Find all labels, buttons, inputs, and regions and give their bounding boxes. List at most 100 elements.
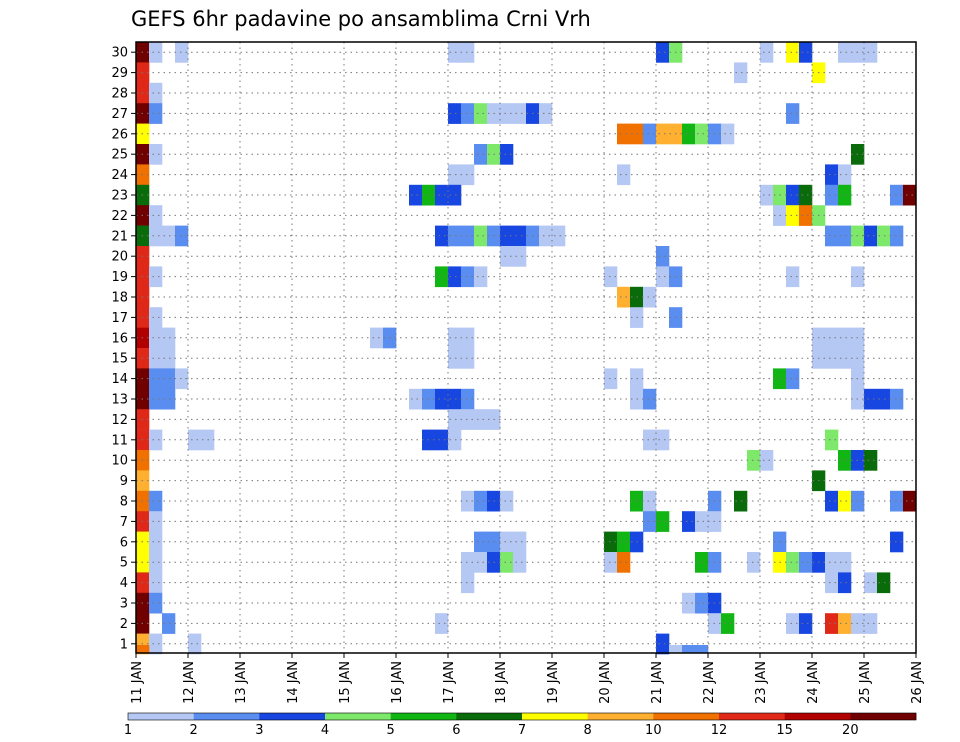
heatmap-cell-m27-t50 xyxy=(786,103,800,124)
heatmap-cell-m19-t36 xyxy=(604,266,618,288)
x-tick-label: 14 JAN xyxy=(286,661,301,704)
y-tick-label: 1 xyxy=(120,637,128,652)
heatmap-cell-m8-t59 xyxy=(903,490,917,512)
heatmap-cell-m21-t57 xyxy=(877,225,891,247)
heatmap-cell-m23-t50 xyxy=(786,184,800,206)
heatmap-cell-m2-t50 xyxy=(786,613,800,634)
colorbar-label: 8 xyxy=(584,723,592,738)
heatmap-cell-m7-t40 xyxy=(656,511,670,532)
heatmap-cell-m10-t54 xyxy=(838,450,852,471)
colorbar-segment xyxy=(850,713,917,720)
y-tick-label: 24 xyxy=(111,168,128,183)
heatmap-cell-m10-t56 xyxy=(864,450,878,471)
heatmap-cell-m21-t24 xyxy=(448,225,462,247)
heatmap-cell-m18-t37 xyxy=(617,286,631,308)
heatmap-cell-m2-t54 xyxy=(838,613,852,634)
y-tick-label: 18 xyxy=(111,291,128,306)
heatmap-cell-m0-t42 xyxy=(682,645,696,654)
heatmap-cell-m16-t2 xyxy=(162,327,176,349)
heatmap-cell-m11-t1 xyxy=(149,429,163,451)
x-tick-label: 16 JAN xyxy=(390,661,405,704)
colorbar-label: 6 xyxy=(452,723,460,738)
heatmap-cell-m23-t24 xyxy=(448,184,462,206)
heatmap-cell-m30-t56 xyxy=(864,42,878,63)
heatmap-cell-m7-t1 xyxy=(149,511,163,532)
heatmap-cell-m23-t54 xyxy=(838,184,852,206)
x-tick-label: 23 JAN xyxy=(754,661,769,704)
heatmap-cell-m5-t50 xyxy=(786,552,800,573)
y-tick-label: 22 xyxy=(111,209,128,224)
heatmap-cell-m29-t46 xyxy=(734,62,748,84)
heatmap-cells xyxy=(136,42,917,655)
heatmap-cell-m13-t58 xyxy=(890,388,904,410)
heatmap-cell-m21-t29 xyxy=(513,225,527,247)
heatmap-cell-m5-t25 xyxy=(461,552,475,573)
heatmap-cell-m11-t23 xyxy=(435,429,449,451)
colorbar-border xyxy=(127,712,917,721)
colorbar-segment xyxy=(719,713,785,720)
y-tick-label: 20 xyxy=(111,250,128,265)
colorbar-segment xyxy=(128,713,194,720)
x-tick-label: 21 JAN xyxy=(650,661,665,704)
heatmap-cell-m27-t25 xyxy=(461,103,475,124)
heatmap-cell-m6-t58 xyxy=(890,531,904,553)
colorbar-label: 12 xyxy=(711,723,728,738)
heatmap-cell-m4-t1 xyxy=(149,572,163,594)
colorbar-legend: 1 2 3 4 5 6 7 8 10 12 15 20 xyxy=(124,712,917,738)
heatmap-cell-m6-t1 xyxy=(149,531,163,553)
heatmap-cell-m15-t2 xyxy=(162,348,176,369)
heatmap-cell-m0-t43 xyxy=(695,645,709,654)
heatmap-cell-m27-t26 xyxy=(474,103,488,124)
heatmap-cell-m21-t31 xyxy=(539,225,553,247)
heatmap-cell-m23-t59 xyxy=(903,184,917,206)
x-tick-label: 22 JAN xyxy=(702,661,717,704)
heatmap-cell-m16-t54 xyxy=(838,327,852,349)
y-tick-label: 29 xyxy=(111,66,128,81)
heatmap-cell-m7-t43 xyxy=(695,511,709,532)
heatmap-cell-m5-t36 xyxy=(604,552,618,573)
heatmap-cell-m6-t37 xyxy=(617,531,631,553)
colorbar-segment xyxy=(587,713,654,720)
y-tick-label: 12 xyxy=(111,413,128,428)
heatmap-cell-m11-t4 xyxy=(188,429,202,451)
y-tick-label: 13 xyxy=(111,393,128,408)
heatmap-cell-m13-t56 xyxy=(864,388,878,410)
y-tick-label: 7 xyxy=(120,515,128,530)
heatmap-cell-m0-t0 xyxy=(136,645,150,654)
colorbar-segment xyxy=(193,713,260,720)
heatmap-cell-m27-t29 xyxy=(513,103,527,124)
heatmap-cell-m15-t24 xyxy=(448,348,462,369)
heatmap-cell-m22-t1 xyxy=(149,205,163,226)
heatmap-cell-m5-t54 xyxy=(838,552,852,573)
heatmap-cell-m27-t28 xyxy=(500,103,514,124)
heatmap-cell-m30-t51 xyxy=(799,42,813,63)
y-tick-label: 19 xyxy=(111,270,128,285)
y-tick-label: 3 xyxy=(120,597,128,612)
heatmap-cell-m3-t1 xyxy=(149,592,163,614)
heatmap-cell-m13-t25 xyxy=(461,388,475,410)
heatmap-cell-m7-t42 xyxy=(682,511,696,532)
y-tick-label: 25 xyxy=(111,148,128,163)
heatmap-cell-m1-t1 xyxy=(149,633,163,655)
heatmap-cell-m26-t40 xyxy=(656,123,670,145)
heatmap-cell-m2-t2 xyxy=(162,613,176,634)
heatmap-cell-m19-t26 xyxy=(474,266,488,288)
y-tick-label: 23 xyxy=(111,189,128,204)
heatmap-cell-m7-t39 xyxy=(643,511,657,532)
heatmap-cell-m4-t54 xyxy=(838,572,852,594)
heatmap-cell-m23-t21 xyxy=(409,184,423,206)
heatmap-cell-m16-t1 xyxy=(149,327,163,349)
heatmap-cell-m24-t25 xyxy=(461,164,475,186)
heatmap-cell-m21-t23 xyxy=(435,225,449,247)
grid-lines xyxy=(136,42,916,653)
heatmap-cell-m27-t31 xyxy=(539,103,553,124)
heatmap-cell-m22-t50 xyxy=(786,205,800,226)
heatmap-cell-m23-t23 xyxy=(435,184,449,206)
heatmap-cell-m11-t53 xyxy=(825,429,839,451)
x-tick-label: 25 JAN xyxy=(858,661,873,704)
chart-title: GEFS 6hr padavine po ansamblima Crni Vrh xyxy=(131,7,591,31)
y-tick-label: 8 xyxy=(120,495,128,510)
heatmap-cell-m8-t54 xyxy=(838,490,852,512)
x-tick-label: 18 JAN xyxy=(494,661,509,704)
colorbar-label: 5 xyxy=(387,723,395,738)
